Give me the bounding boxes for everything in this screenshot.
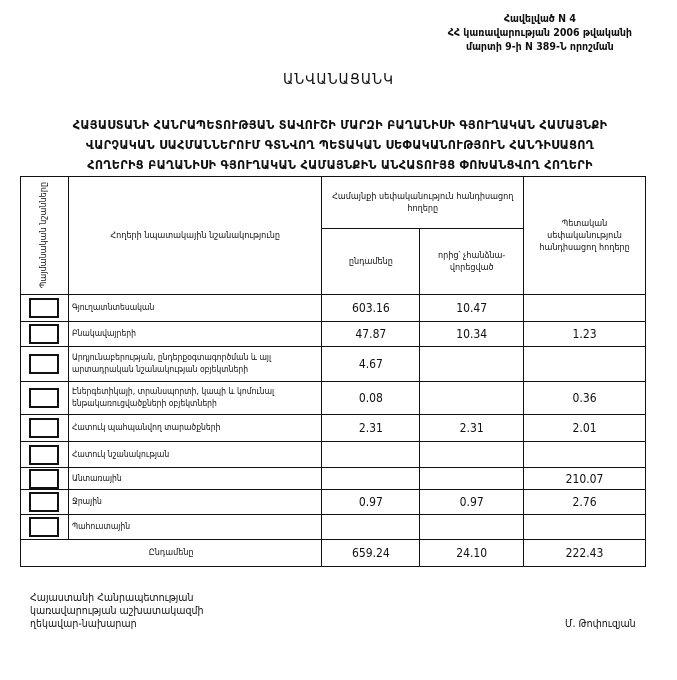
legend-swatch-cell <box>20 346 69 382</box>
row-of-which: 10.34 <box>419 321 525 347</box>
header-purpose: Հողերի նպատակային նշանակությունը <box>67 176 323 295</box>
row-state: 210.07 <box>523 467 646 490</box>
row-label: Հատուկ նշանակության <box>67 441 323 468</box>
subtitle-line: ՎԱՐՉԱԿԱՆ ՍԱՀՄԱՆՆԵՐՈՒՄ ԳՏՆՎՈՂ ՊԵՏԱԿԱՆ ՍԵՓ… <box>85 137 595 152</box>
document-title: ԱՆՎԱՆԱՑԱՆԿ <box>283 70 394 88</box>
signatory-title-line: Հայաստանի Հանրապետության <box>30 592 194 604</box>
row-state <box>523 441 646 468</box>
legend-swatch-cell <box>20 441 69 468</box>
table-row: Գյուղատնտեսական 603.16 10.47 <box>20 294 646 322</box>
annex-reference: Հավելված N 4 ՀՀ կառավարության 2006 թվակա… <box>448 12 632 54</box>
signatory-title-line: ղեկավար-նախարար <box>30 618 137 630</box>
row-label: Արդյունաբերության, ընդերքօգտագործման և ա… <box>67 346 323 382</box>
row-label: Պահուստային <box>67 514 323 540</box>
legend-swatch-cell <box>20 321 69 347</box>
row-total: 0.97 <box>321 489 421 515</box>
row-state: 2.01 <box>523 414 646 442</box>
row-label: Բնակավայրերի <box>67 321 323 347</box>
legend-swatch-icon <box>29 324 60 344</box>
table-row: Հատուկ պահպանվող տարածքների 2.31 2.31 2.… <box>20 414 646 442</box>
header-of-which: որից՝ չհանձնա- վորեցված <box>419 228 525 295</box>
subtitle-line: ՀՈՂԵՐԻՑ ԲԱՂԱՆԻՍԻ ԳՅՈՒՂԱԿԱՆ ՀԱՄԱՅՆՔԻՆ ԱՆՀ… <box>87 157 593 172</box>
annex-date: մարտի 9-ի N 389-Ն որոշման <box>466 41 614 53</box>
totals-row: Ընդամենը 659.24 24.10 222.43 <box>19 539 646 567</box>
legend-swatch-icon <box>29 298 60 318</box>
legend-swatch-icon <box>29 354 60 374</box>
row-label: Էներգետիկայի, տրանսպորտի, կապի և կոմունա… <box>67 381 323 415</box>
totals-state: 222.43 <box>523 539 646 567</box>
row-of-which <box>419 346 525 382</box>
row-state <box>523 346 646 382</box>
row-of-which <box>419 381 525 415</box>
header-state: Պետական սեփականություն հանդիսացող հողերը <box>523 176 646 295</box>
legend-swatch-cell <box>20 294 69 322</box>
totals-label: Ընդամենը <box>19 539 323 567</box>
row-total: 47.87 <box>321 321 421 347</box>
row-label: Գյուղատնտեսական <box>67 294 323 322</box>
header-total: ընդամենը <box>321 228 421 295</box>
row-of-which: 2.31 <box>419 414 525 442</box>
legend-swatch-cell <box>20 514 69 540</box>
row-label: Անտառային <box>67 467 323 490</box>
legend-swatch-icon <box>29 444 60 465</box>
row-total: 603.16 <box>321 294 421 322</box>
row-of-which: 0.97 <box>419 489 525 515</box>
table-row: Ջրային 0.97 0.97 2.76 <box>20 489 646 515</box>
legend-swatch-icon <box>29 517 60 537</box>
row-total <box>321 467 421 490</box>
legend-swatch-cell <box>20 489 69 515</box>
row-state: 2.76 <box>523 489 646 515</box>
header-community: Համայնքի սեփականություն հանդիսացող հողեր… <box>321 176 525 229</box>
signatory-title: Հայաստանի Հանրապետության կառավարության ա… <box>30 592 203 631</box>
table-row: Էներգետիկայի, տրանսպորտի, կապի և կոմունա… <box>20 381 646 415</box>
header-symbols: Պայմանական նշանները <box>20 176 69 295</box>
row-total <box>321 514 421 540</box>
row-total: 4.67 <box>321 346 421 382</box>
row-state: 1.23 <box>523 321 646 347</box>
subtitle-line: ՀԱՅԱՍՏԱՆԻ ՀԱՆՐԱՊԵՏՈՒԹՅԱՆ ՏԱՎՈՒՇԻ ՄԱՐԶԻ Բ… <box>72 117 608 132</box>
legend-swatch-icon <box>29 418 60 438</box>
totals-total: 659.24 <box>321 539 421 567</box>
legend-swatch-icon <box>29 468 60 489</box>
table-row: Բնակավայրերի 47.87 10.34 1.23 <box>20 321 646 347</box>
row-state <box>523 294 646 322</box>
row-total: 0.08 <box>321 381 421 415</box>
legend-swatch-icon <box>29 492 60 512</box>
row-of-which <box>419 467 525 490</box>
legend-swatch-cell <box>20 467 69 490</box>
table-row: Պահուստային <box>20 514 646 540</box>
row-state: 0.36 <box>523 381 646 415</box>
legend-swatch-icon <box>29 388 60 408</box>
legend-swatch-cell <box>20 381 69 415</box>
table-row: Անտառային 210.07 <box>20 467 646 490</box>
row-label: Հատուկ պահպանվող տարածքների <box>67 414 323 442</box>
annex-number: Հավելված N 4 <box>503 13 576 25</box>
totals-of-which: 24.10 <box>419 539 525 567</box>
land-table: Պայմանական նշանները Հողերի նպատակային նշ… <box>19 176 646 567</box>
row-state <box>523 514 646 540</box>
legend-swatch-cell <box>20 414 69 442</box>
row-of-which <box>419 514 525 540</box>
table-row: Արդյունաբերության, ընդերքօգտագործման և ա… <box>20 346 646 382</box>
annex-decree: ՀՀ կառավարության 2006 թվականի <box>447 27 632 39</box>
signatory-name: Մ. Թոփուզյան <box>565 618 636 630</box>
row-total: 2.31 <box>321 414 421 442</box>
document-subtitle: ՀԱՅԱՍՏԱՆԻ ՀԱՆՐԱՊԵՏՈՒԹՅԱՆ ՏԱՎՈՒՇԻ ՄԱՐԶԻ Բ… <box>30 115 650 175</box>
table-row: Հատուկ նշանակության <box>20 441 646 468</box>
row-label: Ջրային <box>67 489 323 515</box>
signatory-title-line: կառավարության աշխատակազմի <box>30 605 204 617</box>
row-of-which: 10.47 <box>419 294 525 322</box>
row-of-which <box>419 441 525 468</box>
row-total <box>321 441 421 468</box>
